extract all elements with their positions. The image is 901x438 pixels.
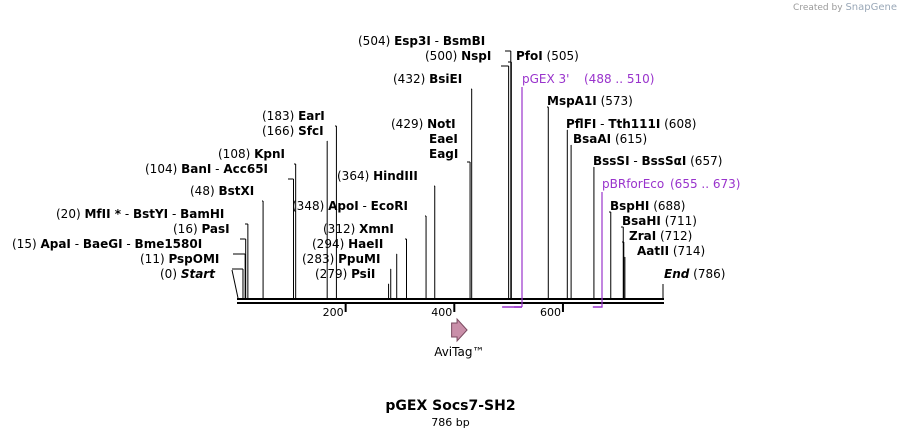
primer-label: pGEX 3' [522, 72, 569, 86]
site-label: (500) NspI [425, 49, 491, 63]
site-label: (348) ApoI - EcoRI [292, 199, 408, 213]
plasmid-length: 786 bp [431, 416, 470, 429]
site-label: (11) PspOMI [140, 252, 219, 266]
start-label: (0) Start [160, 267, 216, 281]
start-tick [231, 269, 239, 299]
site-label: BssSI - BssSαI (657) [593, 154, 722, 168]
site-label: (504) Esp3I - BsmBI [358, 34, 485, 48]
site-label: (166) SfcI [262, 124, 324, 138]
site-label: (183) EarI [262, 109, 325, 123]
primer-range: (488 .. 510) [584, 72, 654, 86]
site-label: PflFI - Tth111I (608) [566, 117, 696, 131]
created-by-text: Created by [793, 3, 843, 13]
snapgene-brand: Created by SnapGene [793, 2, 897, 13]
ruler-label: 600 [540, 306, 561, 319]
feature-label: AviTag™ [434, 345, 484, 359]
site-label: (104) BanI - Acc65I [145, 162, 268, 176]
site-label: (16) PasI [173, 222, 230, 236]
end-label: End (786) [664, 267, 725, 281]
site-label: AatII (714) [637, 244, 705, 258]
site-label: (283) PpuMI [302, 252, 380, 266]
plasmid-title: pGEX Socs7-SH2 [385, 398, 516, 414]
site-label: (15) ApaI - BaeGI - Bme1580I [12, 237, 202, 251]
site-label: (279) PsiI [315, 267, 375, 281]
site-label: BsaAI (615) [573, 132, 647, 146]
site-label: (20) MfII * - BstYI - BamHI [56, 207, 224, 221]
site-label: ZraI (712) [629, 229, 692, 243]
site-label: MspA1I (573) [547, 94, 633, 108]
primer-label: pBRforEco [602, 177, 664, 191]
site-label: PfoI (505) [516, 49, 579, 63]
ruler-label: 200 [323, 306, 344, 319]
site-label: (312) XmnI [323, 222, 394, 236]
ruler-label: 400 [431, 306, 452, 319]
site-label: EaeI [429, 132, 458, 146]
site-label: BsaHI (711) [622, 214, 697, 228]
site-label: EagI [429, 147, 458, 161]
site-label: (48) BstXI [190, 184, 254, 198]
site-label: (429) NotI [391, 117, 456, 131]
site-label: BspHI (688) [610, 199, 685, 213]
site-label: (294) HaeII [312, 237, 383, 251]
site-label: (108) KpnI [218, 147, 285, 161]
primer-range: (655 .. 673) [670, 177, 740, 191]
feature-arrow [451, 317, 468, 343]
snapgene-logo: SnapGene [845, 2, 897, 13]
site-label: (432) BsiEI [393, 72, 462, 86]
site-label: (364) HindIII [337, 169, 418, 183]
